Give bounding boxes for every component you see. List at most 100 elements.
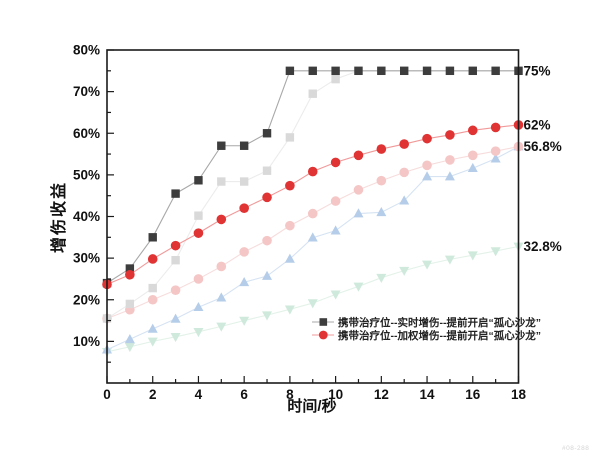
data-point-realtime-with-healer-preopen [239, 141, 249, 150]
data-point-faded-weighted-low [444, 255, 455, 265]
data-point-weighted-with-healer-preopen [239, 203, 249, 213]
data-point-realtime-with-healer-preopen [377, 66, 386, 76]
data-point-faded-realtime-low [444, 171, 455, 181]
y-tick-label: 20% [73, 292, 100, 307]
x-tick-label: 12 [374, 387, 389, 402]
data-point-realtime-with-healer-preopen [445, 66, 455, 76]
data-point-faded-weighted-low [193, 328, 204, 338]
data-point-faded-realtime-mid [262, 166, 272, 175]
data-point-faded-realtime-low [376, 207, 387, 217]
data-point-faded-weighted-low [307, 299, 318, 309]
watermark: #08-288 [562, 445, 590, 452]
data-point-faded-realtime-low [422, 171, 433, 181]
data-point-weighted-with-healer-preopen [216, 214, 227, 225]
data-point-faded-realtime-mid [285, 133, 295, 142]
data-point-realtime-with-healer-preopen [308, 66, 317, 76]
annotation-32.8: 32.8% [524, 239, 562, 254]
data-point-realtime-with-healer-preopen [331, 66, 340, 76]
data-point-faded-weighted-mid [307, 208, 318, 219]
data-point-faded-realtime-low [330, 225, 341, 235]
data-point-faded-weighted-mid [490, 146, 501, 156]
data-point-faded-realtime-low [124, 333, 135, 344]
data-point-faded-weighted-low [422, 260, 433, 270]
data-point-faded-weighted-mid [399, 167, 409, 178]
data-point-faded-weighted-low [490, 247, 501, 257]
data-point-faded-realtime-low [490, 153, 501, 163]
data-point-faded-weighted-low [376, 273, 387, 283]
data-point-faded-realtime-low [467, 162, 478, 173]
data-point-faded-weighted-mid [376, 175, 387, 186]
data-point-faded-realtime-mid [148, 283, 157, 293]
data-point-faded-weighted-low [262, 311, 273, 321]
data-point-faded-realtime-mid [125, 299, 135, 309]
data-point-faded-realtime-low [147, 323, 158, 333]
x-tick-label: 18 [511, 387, 527, 402]
data-point-faded-weighted-mid [216, 261, 227, 272]
data-point-faded-weighted-mid [147, 294, 158, 305]
data-point-faded-weighted-mid [353, 185, 364, 195]
data-point-realtime-with-healer-preopen [399, 66, 409, 76]
data-point-faded-weighted-mid [445, 155, 455, 165]
data-point-faded-weighted-mid [170, 285, 181, 295]
data-point-weighted-with-healer-preopen [376, 144, 387, 154]
data-point-weighted-with-healer-preopen [422, 133, 432, 144]
data-point-realtime-with-healer-preopen [468, 66, 477, 76]
data-point-weighted-with-healer-preopen [330, 157, 341, 168]
data-point-realtime-with-healer-preopen [171, 189, 180, 198]
annotation-75: 75% [524, 63, 551, 78]
data-point-faded-weighted-mid [239, 247, 249, 257]
x-tick-label: 10 [328, 387, 343, 402]
annotation-62: 62% [524, 117, 551, 132]
data-point-weighted-with-healer-preopen [262, 192, 272, 203]
data-point-faded-weighted-mid [467, 150, 478, 161]
data-point-realtime-with-healer-preopen [217, 141, 226, 150]
data-point-weighted-with-healer-preopen [170, 240, 181, 251]
data-point-faded-realtime-low [284, 253, 295, 263]
series-line-weighted-with-healer-preopen [106, 124, 519, 285]
data-point-faded-weighted-low [330, 290, 341, 300]
data-point-faded-realtime-low [353, 208, 364, 218]
data-point-faded-realtime-mid [239, 177, 249, 186]
legend-marker-realtime-with-healer-preopen [319, 318, 328, 326]
y-tick-label: 40% [73, 209, 100, 224]
data-point-realtime-with-healer-preopen [491, 66, 500, 76]
data-point-faded-realtime-mid [217, 177, 226, 186]
legend-label-realtime-with-healer-preopen: 携带治疗位--实时增伤--提前开启“孤心沙龙” [338, 316, 541, 329]
data-point-realtime-with-healer-preopen [194, 176, 203, 185]
x-tick-label: 2 [149, 387, 157, 402]
data-point-weighted-with-healer-preopen [307, 166, 318, 177]
data-point-faded-realtime-low [307, 232, 318, 242]
data-point-weighted-with-healer-preopen [399, 139, 409, 149]
y-tick-label: 50% [73, 167, 100, 182]
legend-label-weighted-with-healer-preopen: 携带治疗位--加权增伤--提前开启“孤心沙龙” [338, 329, 541, 342]
data-point-weighted-with-healer-preopen [125, 269, 135, 280]
data-point-faded-realtime-low [170, 313, 181, 323]
x-tick-label: 6 [240, 387, 248, 402]
data-point-faded-weighted-low [467, 251, 478, 261]
data-point-faded-weighted-low [284, 305, 295, 315]
data-point-realtime-with-healer-preopen [354, 66, 363, 76]
data-point-faded-weighted-low [239, 316, 250, 326]
data-point-weighted-with-healer-preopen [147, 254, 158, 264]
data-point-faded-weighted-low [124, 342, 135, 353]
data-point-faded-realtime-mid [308, 89, 317, 98]
data-point-weighted-with-healer-preopen [467, 125, 478, 136]
data-point-faded-weighted-mid [330, 196, 341, 206]
data-point-faded-weighted-mid [262, 235, 272, 246]
data-point-realtime-with-healer-preopen [422, 66, 432, 76]
data-point-realtime-with-healer-preopen [148, 233, 157, 242]
data-point-faded-realtime-low [262, 270, 273, 280]
data-point-realtime-with-healer-preopen [262, 129, 272, 138]
x-tick-label: 14 [420, 387, 436, 402]
data-point-faded-realtime-low [216, 292, 227, 302]
annotation-56.8: 56.8% [524, 139, 562, 154]
data-point-weighted-with-healer-preopen [193, 228, 204, 238]
x-axis-title: 时间/秒 [287, 398, 337, 415]
data-point-weighted-with-healer-preopen [285, 180, 295, 191]
data-point-faded-weighted-mid [422, 160, 432, 171]
data-point-faded-weighted-mid [193, 274, 204, 284]
data-point-faded-weighted-low [170, 332, 181, 343]
data-point-faded-realtime-mid [331, 74, 340, 84]
